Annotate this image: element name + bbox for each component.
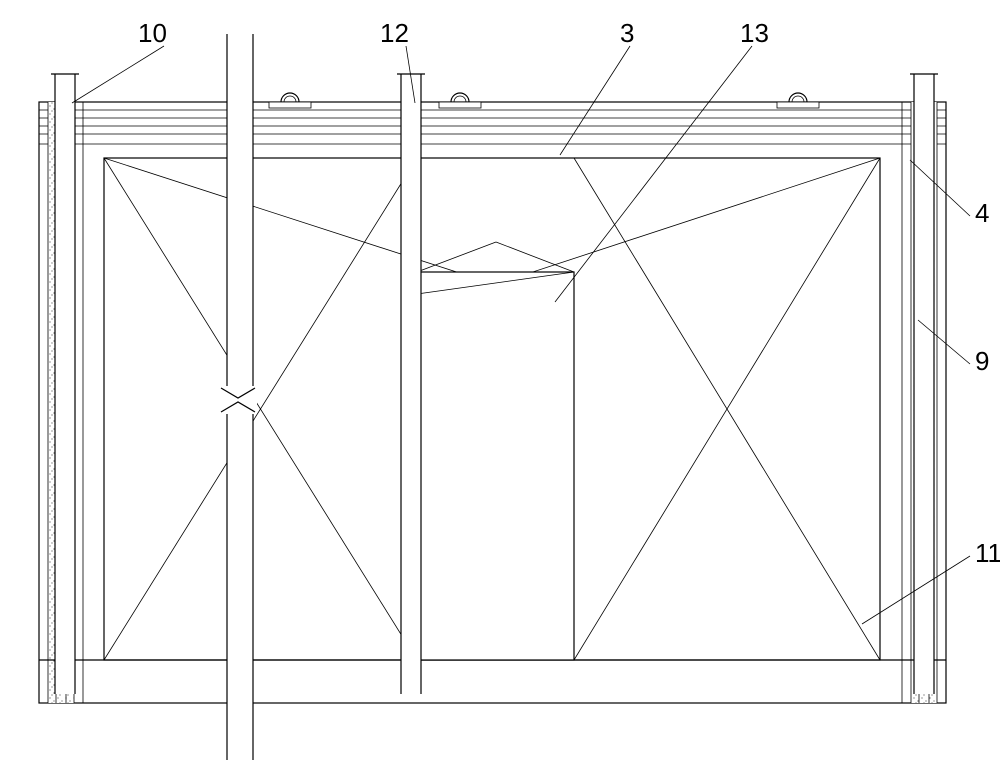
callout-label: 9 xyxy=(975,346,989,376)
technical-drawing: 10 12 3 13 4 9 11 xyxy=(0,0,1000,778)
callout-label: 11 xyxy=(975,538,1000,568)
callout-label: 4 xyxy=(975,198,989,228)
callout-label: 10 xyxy=(138,18,167,48)
callout-label: 13 xyxy=(740,18,769,48)
callout-label: 3 xyxy=(620,18,634,48)
callout-label: 12 xyxy=(380,18,409,48)
